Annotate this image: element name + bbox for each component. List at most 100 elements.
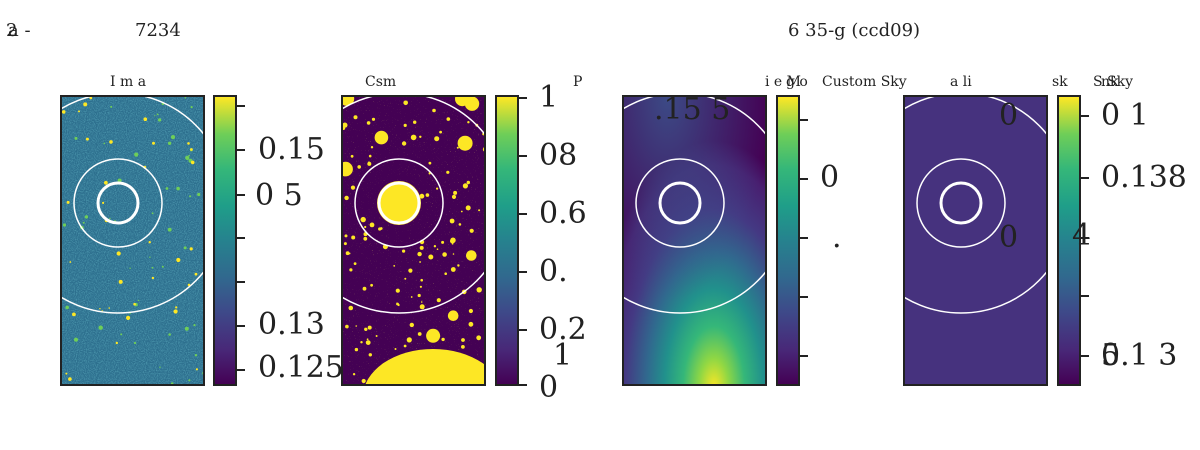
mask-blob xyxy=(417,251,422,257)
mask-blob xyxy=(354,347,359,352)
mask-blob xyxy=(344,234,348,238)
mask-blob xyxy=(403,344,407,348)
panel4-title-far-overlay: nk xyxy=(1101,74,1119,90)
mask-blob xyxy=(468,321,474,327)
mask-blob xyxy=(451,194,457,199)
mask-blob xyxy=(426,328,441,343)
mask-blob xyxy=(436,248,439,250)
mask-blob xyxy=(393,265,396,267)
mask-blob xyxy=(397,303,400,307)
star-source xyxy=(83,102,88,107)
mask-blob xyxy=(428,161,432,165)
mask-blob xyxy=(343,122,348,128)
star-source xyxy=(167,141,172,145)
star-source xyxy=(110,105,113,108)
star-source xyxy=(62,223,67,227)
star-source xyxy=(176,186,180,191)
star-source xyxy=(137,299,140,302)
star-source xyxy=(74,136,78,140)
star-source xyxy=(188,154,190,157)
panel3-title-right: Custom Sky xyxy=(822,74,907,90)
mask-blob xyxy=(482,147,484,152)
mask-blob xyxy=(456,146,459,149)
mask-blob xyxy=(452,253,455,255)
mask-blob xyxy=(403,123,407,127)
panel1-cbar-tick: 0.125 xyxy=(258,350,344,385)
mask-blob xyxy=(420,301,423,303)
star-source xyxy=(108,307,110,309)
mask-blob xyxy=(345,324,349,329)
star-source xyxy=(176,257,181,263)
panel4-cbar-tick: 0.1 3 xyxy=(1101,338,1178,373)
mask-blob xyxy=(368,154,372,158)
mask-blob xyxy=(441,240,445,244)
mask-blob xyxy=(485,126,486,131)
star-source xyxy=(82,221,85,224)
star-source xyxy=(73,337,79,342)
mask-blob xyxy=(476,335,482,341)
mask-blob xyxy=(366,121,371,125)
mask-blob xyxy=(357,165,361,169)
mask-blob xyxy=(436,298,441,303)
mask-blob xyxy=(410,134,417,141)
star-source xyxy=(167,227,172,232)
mask-blob xyxy=(450,267,456,272)
figure-title-left: a - xyxy=(8,20,31,41)
panel2-cbar-tick: 1 xyxy=(553,338,573,373)
star-source xyxy=(133,341,137,345)
star-source xyxy=(175,306,178,309)
mask-blob xyxy=(432,108,436,113)
mask-blob xyxy=(470,384,474,386)
mask-blob xyxy=(419,245,424,250)
star-source xyxy=(103,142,106,145)
star-source xyxy=(151,276,155,280)
star-source xyxy=(143,117,148,121)
mask-blob xyxy=(410,296,413,298)
mask-blob xyxy=(465,205,471,211)
mask-blob xyxy=(439,130,442,134)
star-source xyxy=(189,247,193,251)
mask-blob xyxy=(404,277,407,280)
star-source xyxy=(154,115,156,117)
mask-blob xyxy=(344,195,349,201)
mask-blob xyxy=(395,288,400,293)
star-source xyxy=(149,256,151,258)
mask-blob xyxy=(368,161,370,164)
star-source xyxy=(184,326,189,331)
star-source xyxy=(173,309,178,314)
mask-blob xyxy=(417,332,422,336)
mask-blob xyxy=(343,242,347,246)
star-source xyxy=(188,379,191,382)
mask-blob xyxy=(360,216,366,223)
panel1-title: I m a xyxy=(110,74,147,90)
mask-blob xyxy=(457,264,460,267)
star-source xyxy=(170,135,176,140)
panel2-cbar-tick: 08 xyxy=(539,138,578,173)
star-source xyxy=(183,246,187,250)
panel4-title: a li xyxy=(950,74,972,90)
mask-blob xyxy=(371,117,376,121)
star-source xyxy=(193,324,196,327)
mask-blob xyxy=(447,310,459,321)
mask-blob xyxy=(366,338,369,341)
mask-blob xyxy=(428,254,434,260)
mask-blob xyxy=(457,135,473,151)
mask-blob xyxy=(419,285,422,288)
mask-blob xyxy=(453,190,458,195)
star-source xyxy=(72,312,76,317)
mask-blob xyxy=(375,335,378,337)
mask-blob xyxy=(419,261,421,263)
panel3-title: i e M xyxy=(765,74,801,90)
panel3-colorbar xyxy=(776,95,808,386)
mask-blob xyxy=(467,121,470,124)
star-source xyxy=(165,187,169,190)
panel3-sky-model xyxy=(622,95,767,386)
mask-blob xyxy=(406,337,412,343)
mask-blob xyxy=(403,100,408,106)
star-source xyxy=(185,155,190,160)
panel4-inside-text-mid: 0 xyxy=(999,220,1019,255)
mask-blob xyxy=(417,293,421,298)
star-source xyxy=(156,113,159,116)
star-source xyxy=(161,265,164,268)
star-source xyxy=(170,382,174,384)
